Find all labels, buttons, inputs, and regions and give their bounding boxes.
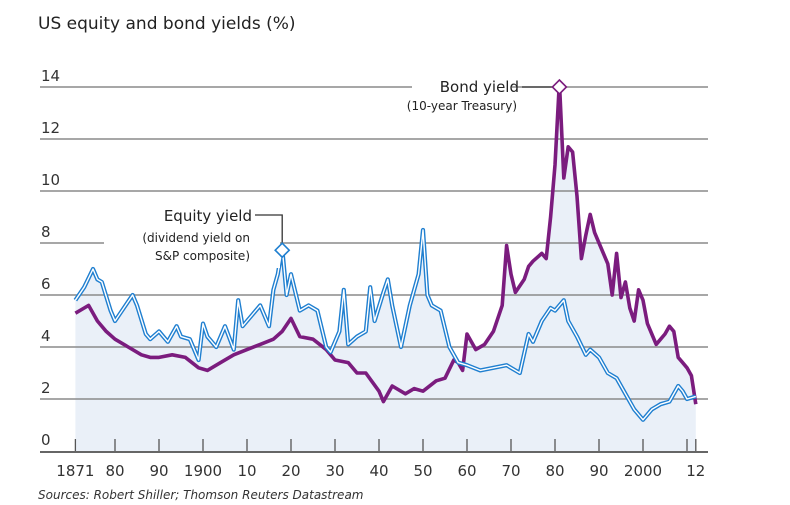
y-tick-label: 2 — [41, 379, 51, 397]
equity-peak-marker — [274, 242, 291, 259]
x-tick-label: 50 — [413, 462, 432, 480]
bond-series-label: Bond yield — [440, 78, 519, 96]
y-tick-label: 8 — [41, 223, 51, 241]
equity-series-note-1: (dividend yield on — [142, 231, 250, 245]
equity-yield-line-inner — [74, 229, 696, 421]
y-tick-label: 10 — [41, 171, 60, 189]
x-tick-label: 40 — [369, 462, 388, 480]
x-tick-label: 80 — [105, 462, 124, 480]
x-tick-label: 60 — [457, 462, 476, 480]
bond-yield-line — [74, 80, 698, 405]
x-tick-label: 2000 — [624, 462, 662, 480]
bond-peak-marker — [551, 78, 568, 96]
equity-label-bg — [104, 232, 280, 268]
bond-series-note: (10-year Treasury) — [407, 99, 517, 113]
x-tick-label: 90 — [589, 462, 608, 480]
y-tick-label: 0 — [41, 431, 51, 449]
equity-series-label: Equity yield — [164, 207, 252, 225]
equity-leader-line — [255, 214, 283, 244]
y-tick-label: 12 — [41, 119, 60, 137]
x-tick-label: 10 — [237, 462, 256, 480]
equity-series-note-2: S&P composite) — [155, 249, 250, 263]
x-tick-label: 90 — [149, 462, 168, 480]
y-tick-label: 4 — [41, 327, 51, 345]
chart-title: US equity and bond yields (%) — [38, 14, 296, 34]
x-tick-label: 70 — [501, 462, 520, 480]
x-tick-label: 20 — [281, 462, 300, 480]
chart-source: Sources: Robert Shiller; Thomson Reuters… — [38, 488, 364, 502]
x-tick-label: 1900 — [184, 462, 222, 480]
y-tick-label: 6 — [41, 275, 51, 293]
x-tick-label: 30 — [325, 462, 344, 480]
bond-label-bg — [412, 76, 512, 98]
x-tick-label: 80 — [545, 462, 564, 480]
y-tick-label: 14 — [41, 67, 60, 85]
x-tick-label: 1871 — [56, 462, 94, 480]
x-tick-label: 12 — [686, 462, 705, 480]
